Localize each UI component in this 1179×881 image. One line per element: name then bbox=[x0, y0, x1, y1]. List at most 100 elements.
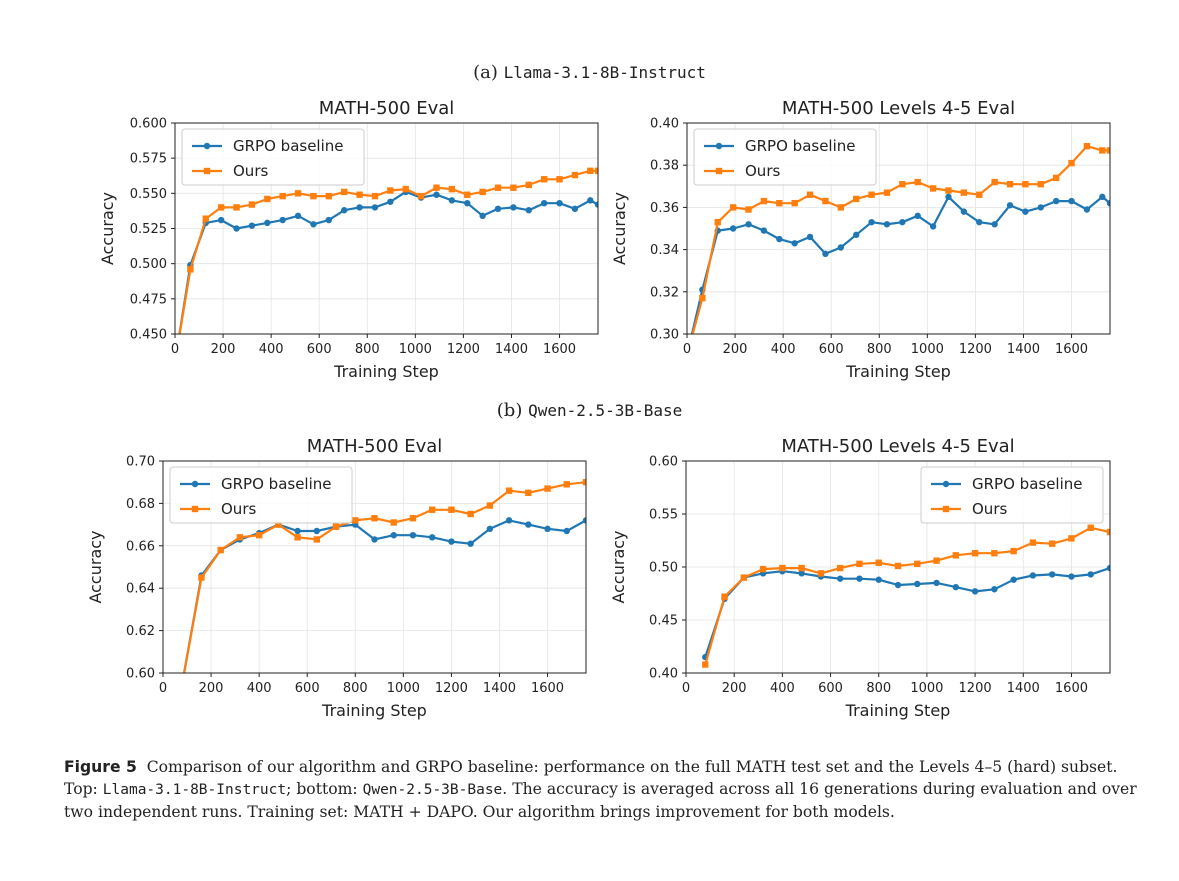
data-point bbox=[417, 192, 425, 200]
data-point bbox=[1022, 208, 1029, 215]
data-point bbox=[760, 227, 768, 234]
y-tick-label: 0.60 bbox=[126, 667, 155, 682]
data-point bbox=[505, 487, 513, 494]
data-point bbox=[745, 206, 752, 213]
data-point bbox=[837, 204, 845, 211]
data-point bbox=[264, 219, 271, 227]
data-point bbox=[945, 187, 952, 194]
data-point bbox=[1099, 193, 1106, 201]
data-point bbox=[448, 538, 455, 545]
data-point bbox=[822, 197, 829, 205]
data-point bbox=[1006, 180, 1014, 188]
data-point bbox=[217, 216, 225, 224]
y-tick-label: 0.66 bbox=[126, 539, 155, 554]
data-point bbox=[914, 212, 921, 220]
data-point bbox=[563, 527, 570, 535]
legend-marker bbox=[715, 167, 723, 175]
data-point bbox=[467, 540, 474, 547]
data-point bbox=[1048, 540, 1056, 547]
series-grpo-baseline bbox=[690, 193, 1110, 334]
x-tick-label: 1000 bbox=[910, 681, 943, 696]
data-point bbox=[1052, 197, 1060, 205]
data-point bbox=[1052, 174, 1060, 182]
data-point bbox=[853, 195, 860, 203]
legend-marker bbox=[203, 167, 211, 175]
data-point bbox=[390, 519, 397, 526]
x-tick-label: 1400 bbox=[1007, 681, 1040, 696]
y-tick-label: 0.525 bbox=[130, 222, 167, 237]
y-tick-label: 0.40 bbox=[650, 117, 679, 132]
data-point bbox=[433, 191, 440, 198]
x-tick-label: 400 bbox=[247, 681, 272, 696]
data-point bbox=[525, 489, 532, 496]
x-tick-label: 800 bbox=[866, 681, 891, 696]
legend: GRPO baseline Ours bbox=[693, 128, 877, 186]
x-tick-label: 1000 bbox=[399, 342, 432, 357]
data-point bbox=[217, 204, 225, 211]
y-tick-label: 0.64 bbox=[126, 582, 155, 597]
data-point bbox=[486, 502, 494, 509]
data-point bbox=[332, 523, 340, 530]
data-point bbox=[1022, 180, 1029, 188]
legend-label: Ours bbox=[221, 500, 256, 518]
x-tick-label: 1600 bbox=[1055, 681, 1088, 696]
data-point bbox=[1037, 180, 1044, 188]
data-point bbox=[233, 225, 240, 232]
series-line bbox=[182, 519, 586, 673]
data-point bbox=[172, 359, 178, 365]
caption-text-1: Comparison of our algorithm and GRPO bas… bbox=[64, 758, 1118, 798]
legend-marker bbox=[203, 142, 211, 150]
data-point bbox=[760, 197, 768, 205]
chart-4: 0 200 400 600 800 1000 1200 1400 1600 0.40 0.45 0.5… bbox=[609, 436, 1111, 720]
series-ours bbox=[702, 524, 1110, 668]
x-tick-label: 0 bbox=[683, 342, 691, 357]
data-point bbox=[1099, 147, 1106, 154]
series-grpo-baseline bbox=[702, 564, 1110, 661]
y-tick-label: 0.38 bbox=[650, 159, 679, 174]
x-axis-label: Training Step bbox=[845, 701, 951, 720]
data-point bbox=[1068, 159, 1075, 167]
data-point bbox=[1068, 535, 1075, 542]
data-point bbox=[313, 527, 321, 535]
data-point bbox=[587, 167, 594, 175]
data-point bbox=[294, 527, 301, 535]
legend-label: GRPO baseline bbox=[972, 475, 1083, 493]
data-point bbox=[1106, 564, 1110, 572]
legend-marker bbox=[942, 505, 950, 513]
data-point bbox=[1087, 571, 1094, 578]
data-point bbox=[714, 218, 721, 226]
data-point bbox=[172, 359, 178, 365]
data-point bbox=[971, 550, 979, 557]
section-a-title: (a) Llama-3.1-8B-Instruct bbox=[0, 62, 1179, 83]
data-point bbox=[544, 525, 551, 533]
data-point bbox=[387, 187, 394, 194]
y-tick-label: 0.34 bbox=[650, 243, 679, 258]
data-point bbox=[776, 235, 783, 243]
data-point bbox=[582, 479, 586, 486]
data-point bbox=[759, 565, 767, 573]
legend-box bbox=[169, 466, 353, 524]
x-tick-label: 1000 bbox=[387, 681, 420, 696]
data-point bbox=[914, 580, 921, 588]
x-tick-label: 1600 bbox=[543, 342, 576, 357]
y-tick-label: 0.62 bbox=[126, 624, 155, 639]
data-point bbox=[310, 221, 317, 228]
legend-label: GRPO baseline bbox=[221, 475, 332, 493]
legend-label: Ours bbox=[972, 500, 1007, 518]
data-point bbox=[202, 215, 209, 222]
data-point bbox=[991, 221, 998, 228]
y-tick-label: 0.70 bbox=[126, 455, 155, 470]
x-tick-label: 800 bbox=[355, 342, 380, 357]
data-point bbox=[556, 199, 563, 207]
data-point bbox=[960, 189, 968, 196]
x-tick-label: 1400 bbox=[1007, 342, 1040, 357]
data-point bbox=[806, 191, 814, 198]
chart-2: 0 200 400 600 800 1000 1200 1400 1600 0.30 0.32 0.3… bbox=[610, 98, 1111, 381]
data-point bbox=[875, 576, 882, 583]
x-tick-label: 200 bbox=[722, 681, 747, 696]
data-point bbox=[464, 191, 471, 198]
data-point bbox=[187, 266, 194, 273]
data-point bbox=[594, 167, 598, 175]
data-point bbox=[1068, 197, 1075, 205]
legend-label: Ours bbox=[233, 162, 268, 180]
